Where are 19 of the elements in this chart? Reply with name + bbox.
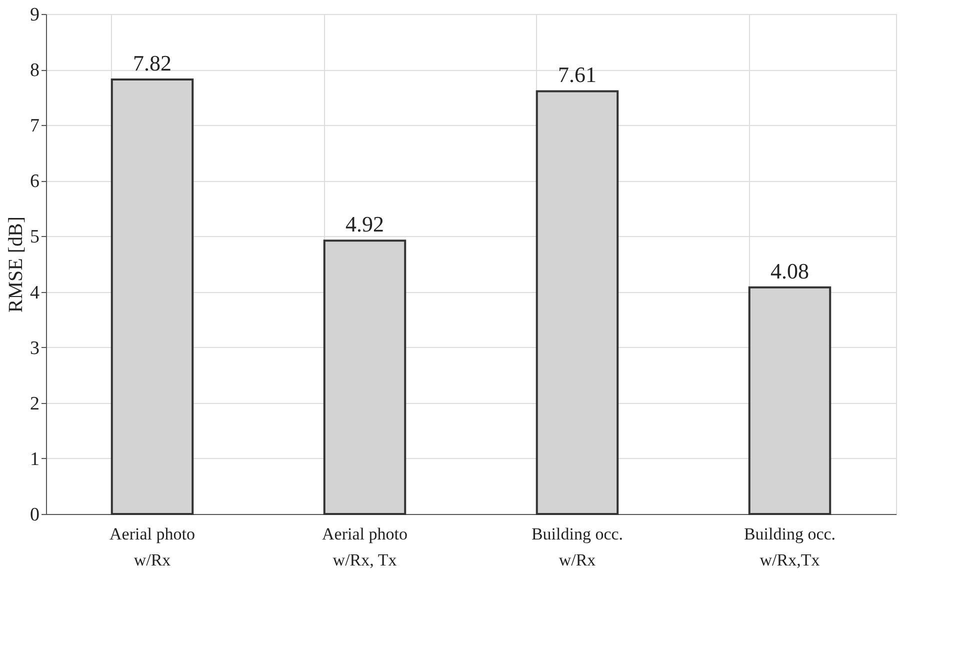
- y-tick-label: 8: [30, 60, 40, 82]
- data-label: 7.61: [558, 62, 596, 88]
- y-tick-label: 1: [30, 448, 40, 470]
- x-tick-label: Building occ. w/Rx,Tx: [744, 524, 836, 570]
- x-tick-label: Aerial photo w/Rx, Tx: [322, 524, 408, 570]
- x-tick-label: Building occ. w/Rx: [531, 524, 624, 570]
- y-tick-label: 3: [30, 338, 40, 359]
- y-axis-title: RMSE [dB]: [5, 216, 27, 313]
- y-tick-label: 6: [30, 171, 40, 192]
- y-tick-label: 0: [30, 504, 40, 526]
- y-tick-label: 5: [30, 226, 40, 248]
- data-label: 7.82: [133, 50, 172, 76]
- x-tick-label: Aerial photo w/Rx: [110, 524, 195, 570]
- data-label: 4.92: [346, 212, 384, 237]
- y-tick-label: 4: [30, 282, 40, 304]
- y-tick-label: 2: [30, 393, 40, 414]
- y-tick-label: 9: [30, 4, 40, 26]
- data-label: 4.08: [770, 258, 809, 284]
- y-tick-label: 7: [30, 116, 40, 137]
